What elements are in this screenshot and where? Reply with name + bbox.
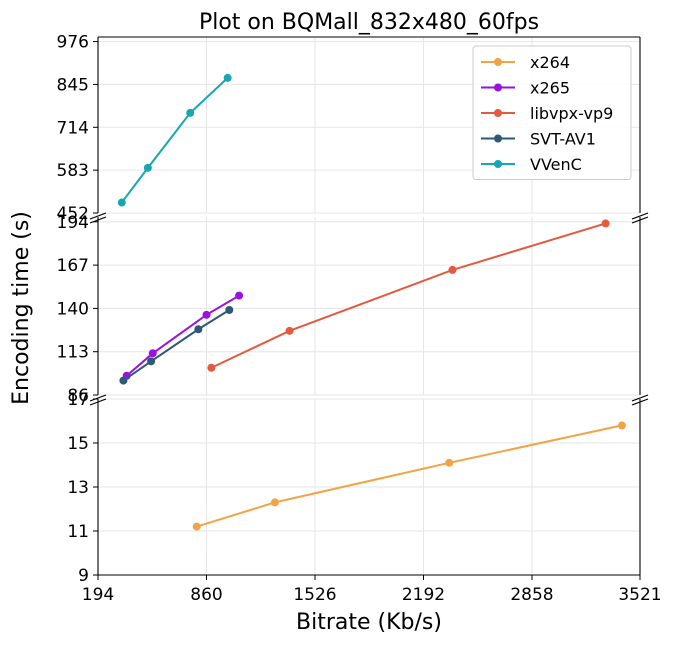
y-axis-title: Encoding time (s) [9, 211, 34, 405]
series-libvpx-vp9 [207, 219, 610, 372]
data-point [202, 310, 211, 319]
x-axis-title: Bitrate (Kb/s) [296, 610, 442, 635]
series-line [126, 294, 240, 377]
legend-marker [494, 83, 502, 92]
x-tick-label: 1526 [293, 585, 336, 605]
series-line [122, 309, 230, 382]
legend-label: x264 [530, 53, 570, 72]
data-point [223, 73, 232, 82]
x-tick-label: 860 [190, 585, 222, 605]
data-point [235, 291, 244, 300]
axis-break-mark [631, 394, 649, 402]
data-point [119, 376, 128, 385]
series-line [120, 77, 229, 204]
y-tick-label: 452 [57, 204, 89, 224]
y-tick-label: 86 [67, 386, 89, 406]
legend-marker [494, 134, 502, 143]
legend-label: x265 [530, 79, 570, 98]
panel-top: 452 583 714 845 976 [57, 33, 641, 224]
axis-break-mark [89, 398, 107, 406]
axis-break-mark [89, 216, 107, 224]
y-tick-label: 140 [57, 299, 89, 319]
chart-title: Plot on BQMall_832x480_60fps [199, 10, 539, 35]
series-svt-av1 [119, 306, 234, 385]
y-tick-label: 17 [67, 390, 89, 410]
x-tick-label: 3521 [618, 585, 661, 605]
legend-marker [494, 58, 502, 66]
axis-break-mark [631, 216, 649, 224]
data-point [601, 219, 610, 228]
series-x265 [122, 291, 244, 380]
series-line [210, 222, 606, 369]
panels-layer: 4525837148459768611314016719491113151719… [57, 33, 662, 605]
legend-label: VVenC [530, 155, 582, 174]
legend-label: libvpx-vp9 [530, 104, 613, 123]
series-vvenc [117, 73, 232, 207]
panel-bottom: 9 11 13 15 17 [67, 390, 649, 586]
legend: x264 x265 libvpx-vp9 SVT-AV1 VVenC [472, 45, 632, 180]
data-point [186, 108, 195, 117]
series-layer [117, 73, 626, 531]
legend-item: libvpx-vp9 [481, 104, 613, 123]
data-point [617, 421, 626, 430]
data-point [285, 326, 294, 335]
data-point [148, 349, 157, 358]
legend-item: VVenC [481, 155, 582, 174]
y-tick-label: 845 [57, 75, 89, 95]
data-point [192, 522, 201, 531]
data-point [445, 458, 454, 467]
axis-break-mark [89, 394, 107, 402]
series-x264 [192, 421, 626, 531]
y-tick-label: 113 [57, 343, 89, 363]
data-point [117, 198, 126, 207]
y-tick-label: 9 [78, 566, 89, 586]
axis-break-mark [89, 212, 107, 220]
panel-middle: 86 113 140 167 194 [57, 212, 649, 406]
y-tick-label: 194 [57, 213, 89, 233]
axis-break-mark [631, 212, 649, 220]
legend-item: x265 [481, 79, 570, 98]
axis-break-mark [631, 398, 649, 406]
data-point [147, 357, 156, 366]
y-tick-label: 15 [67, 434, 89, 454]
data-point [448, 265, 457, 274]
y-tick-label: 13 [67, 478, 89, 498]
data-point [207, 363, 216, 372]
y-tick-label: 167 [57, 256, 89, 276]
legend-marker [494, 160, 502, 168]
x-axis: 194 860 1526 2192 2858 3521 [82, 575, 662, 605]
data-point [225, 306, 234, 315]
series-line [196, 424, 623, 528]
legend-item: SVT-AV1 [481, 130, 596, 149]
legend-label: SVT-AV1 [530, 130, 596, 149]
legend-box [472, 45, 632, 180]
x-tick-label: 2858 [510, 585, 553, 605]
y-tick-label: 976 [57, 33, 89, 53]
y-tick-label: 583 [57, 161, 89, 181]
data-point [143, 163, 152, 172]
legend-marker [494, 109, 502, 117]
data-point [194, 325, 203, 334]
legend-item: x264 [481, 53, 570, 72]
x-tick-label: 194 [82, 585, 114, 605]
y-tick-label: 11 [67, 522, 89, 542]
data-point [270, 498, 279, 507]
x-tick-label: 2192 [402, 585, 445, 605]
y-tick-label: 714 [57, 118, 89, 138]
